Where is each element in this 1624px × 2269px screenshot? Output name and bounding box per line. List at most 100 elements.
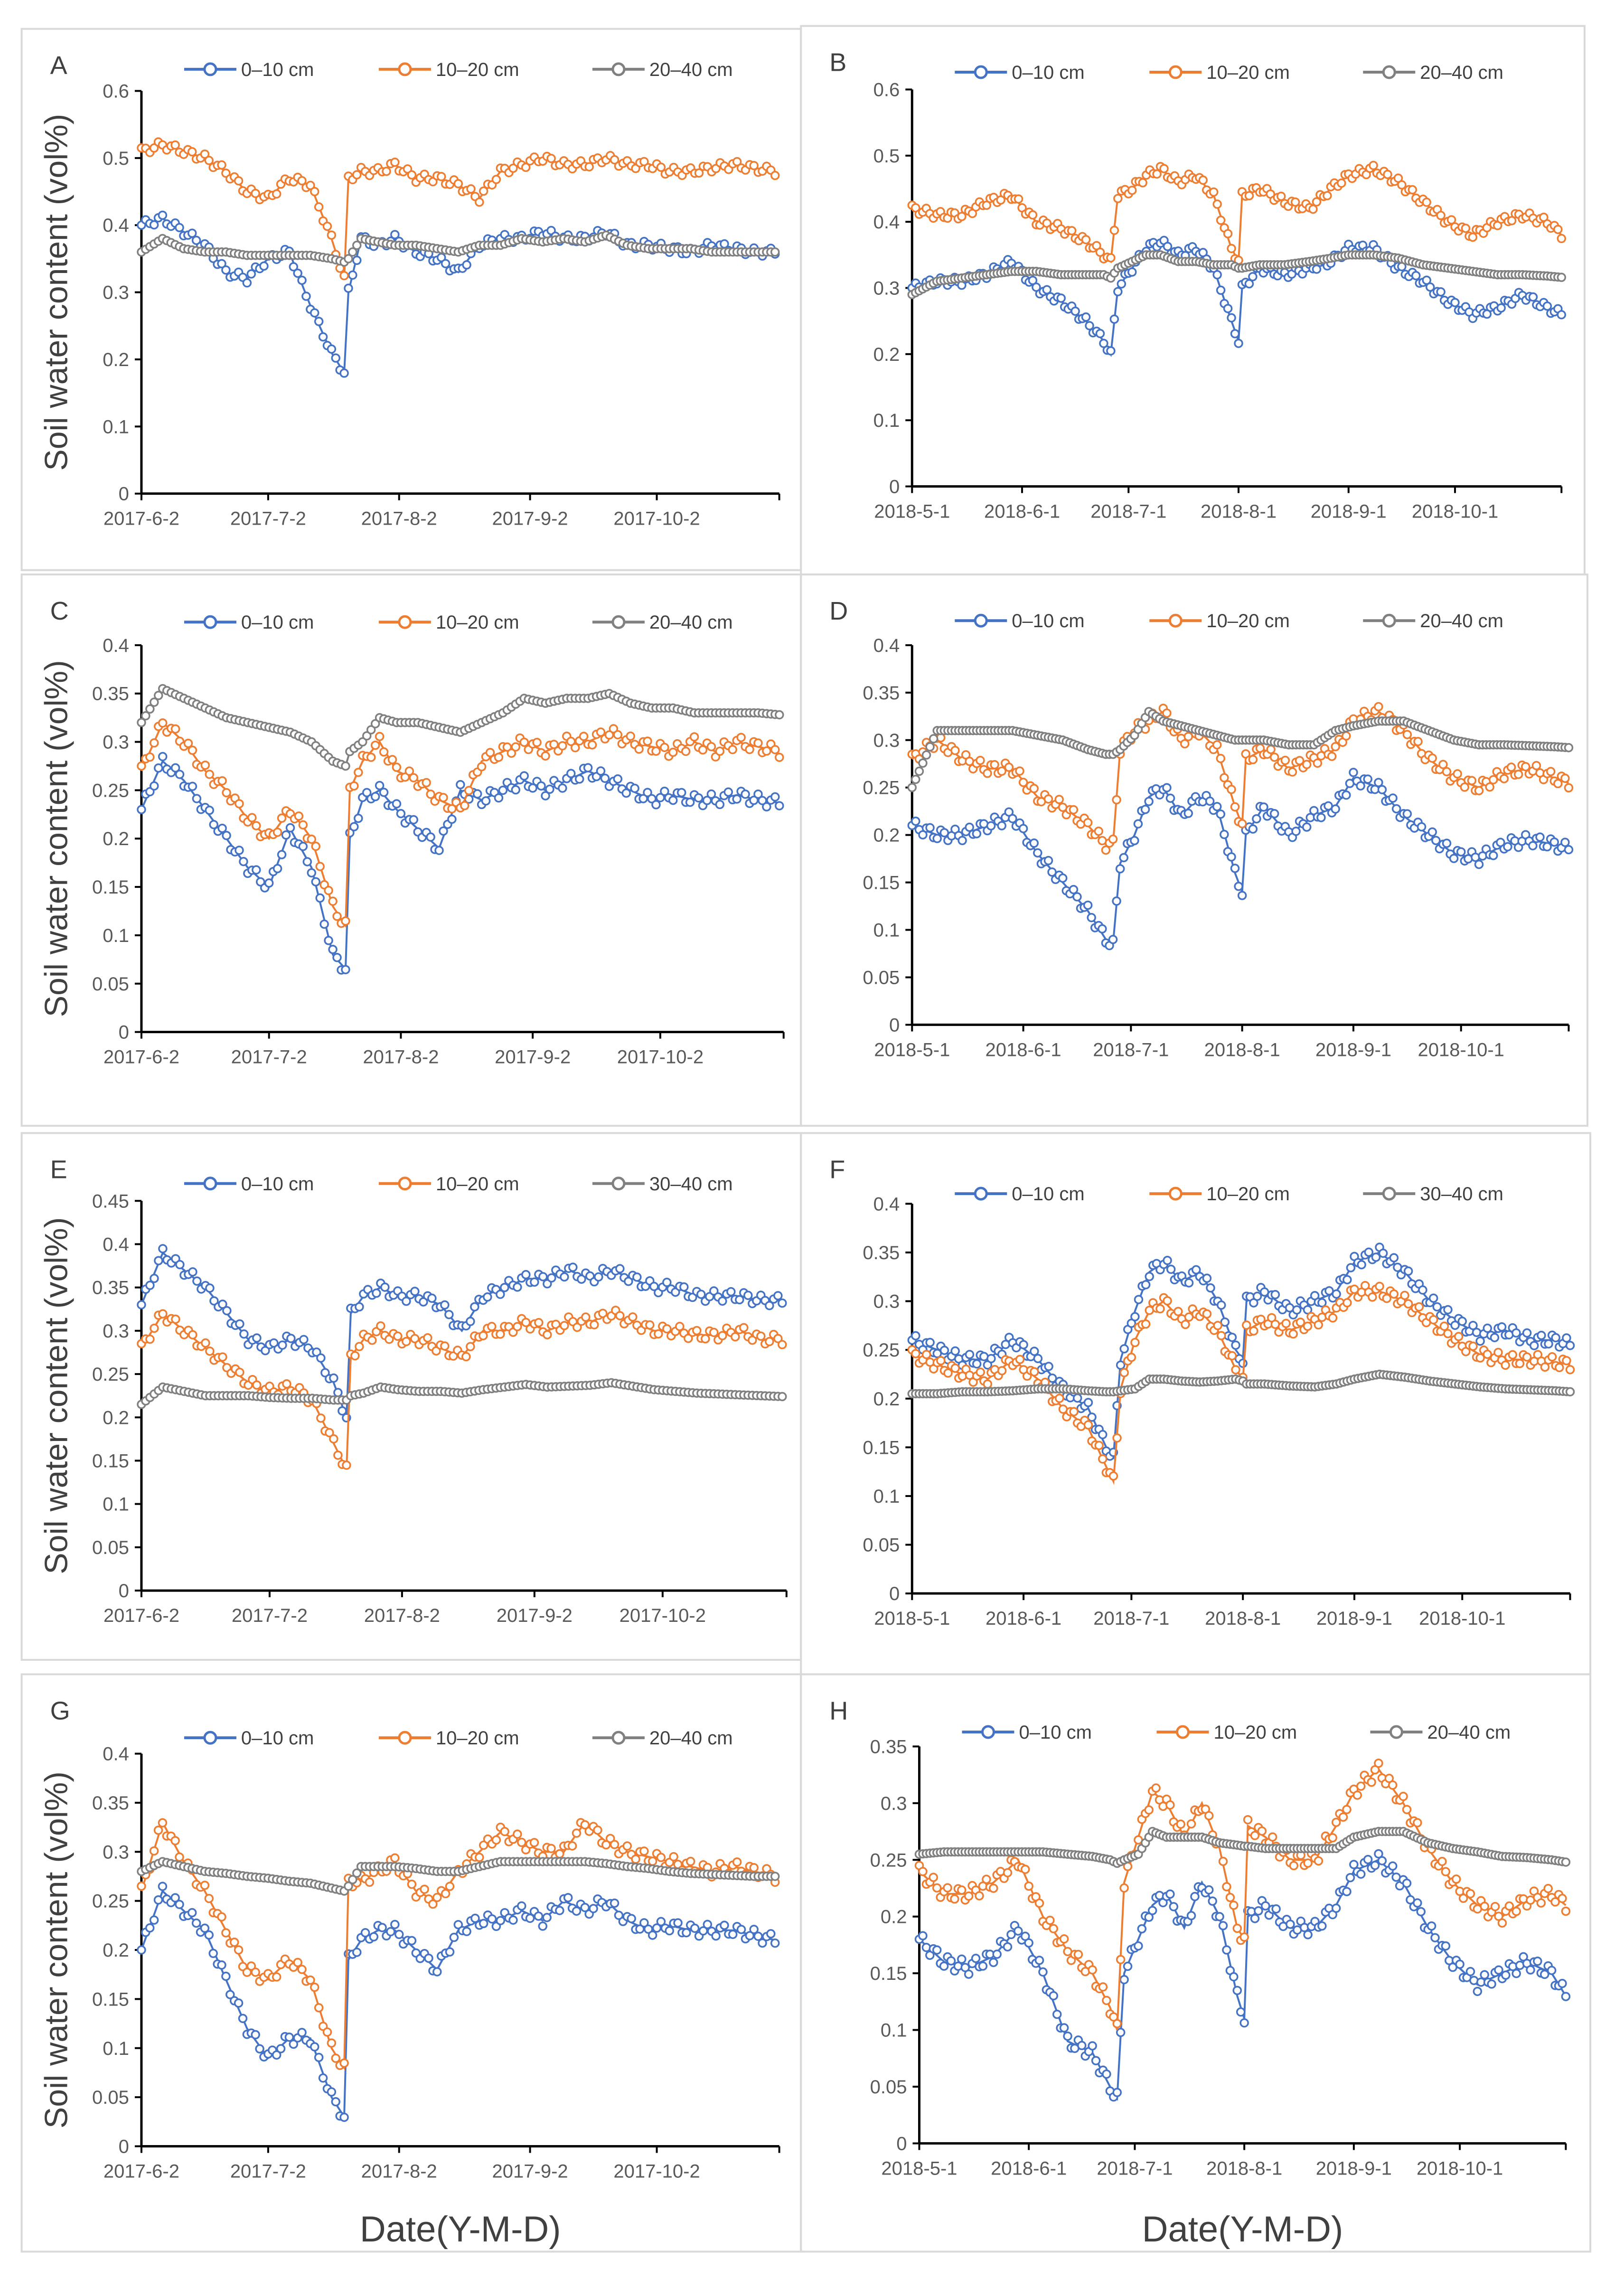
- data-point: [1342, 1887, 1352, 1896]
- data-point: [1030, 1367, 1039, 1377]
- legend-item: 0–10 cm: [962, 1722, 1092, 1743]
- data-point: [1337, 179, 1346, 188]
- data-point: [1442, 767, 1452, 777]
- data-point: [765, 1337, 774, 1346]
- data-point: [1186, 1819, 1196, 1829]
- data-point: [447, 814, 457, 824]
- data-point: [333, 1388, 343, 1397]
- data-point: [1094, 1440, 1104, 1450]
- y-tick-label: 0.05: [863, 967, 900, 988]
- data-point: [204, 1893, 214, 1903]
- data-point: [1357, 1260, 1366, 1270]
- data-point: [753, 738, 763, 748]
- legend-label: 10–20 cm: [436, 1728, 519, 1749]
- data-point: [579, 732, 589, 741]
- data-point: [1501, 1970, 1511, 1980]
- y-tick-label: 0.1: [873, 410, 900, 431]
- data-point: [1413, 1898, 1422, 1908]
- data-point: [1072, 892, 1082, 902]
- y-tick-label: 0.35: [92, 1793, 129, 1814]
- data-point: [1212, 802, 1222, 811]
- data-point: [327, 230, 337, 240]
- data-point: [1227, 784, 1236, 794]
- data-point: [679, 1282, 689, 1292]
- data-point: [1391, 804, 1401, 814]
- data-point: [692, 1326, 702, 1336]
- data-point: [1328, 1833, 1337, 1843]
- data-point: [382, 167, 391, 176]
- data-point: [1400, 1290, 1409, 1300]
- data-point: [466, 184, 476, 194]
- data-point: [1252, 814, 1261, 824]
- data-point: [487, 1322, 497, 1331]
- data-point: [434, 846, 444, 855]
- y-tick-label: 0.2: [873, 1389, 900, 1410]
- x-tick-label: 2018-9-1: [1316, 2158, 1392, 2179]
- data-point: [205, 1346, 215, 1356]
- data-point: [1389, 1289, 1399, 1299]
- legend-label: 0–10 cm: [1012, 1184, 1084, 1205]
- legend-item: 20–40 cm: [592, 612, 733, 633]
- legend-label: 30–40 cm: [1420, 1184, 1503, 1205]
- data-point: [1489, 851, 1498, 860]
- data-point: [1141, 1319, 1151, 1329]
- data-point: [1147, 1906, 1157, 1915]
- y-axis-title: Soil water content (vol%): [38, 1217, 75, 1574]
- data-point: [694, 793, 704, 803]
- data-point: [668, 747, 678, 757]
- data-point: [1504, 1901, 1514, 1911]
- legend-marker: [1168, 1186, 1183, 1201]
- data-point: [1533, 1957, 1542, 1966]
- data-point: [170, 724, 180, 734]
- data-point: [1317, 1298, 1327, 1308]
- data-point: [349, 822, 359, 831]
- data-point: [1133, 819, 1143, 829]
- data-point: [1465, 1967, 1475, 1977]
- data-point: [1204, 1811, 1214, 1820]
- data-point: [500, 1826, 509, 1836]
- data-point: [333, 1450, 343, 1460]
- legend-label: 10–20 cm: [436, 612, 519, 633]
- data-point: [318, 332, 328, 342]
- data-point: [1067, 226, 1077, 235]
- data-point: [390, 1853, 400, 1863]
- data-point: [1485, 782, 1494, 792]
- data-point: [1130, 1337, 1140, 1347]
- y-tick-label: 0.35: [870, 1736, 907, 1757]
- data-point: [479, 1331, 488, 1340]
- data-point: [513, 1829, 522, 1839]
- data-point: [1091, 2056, 1101, 2065]
- y-tick-label: 0.4: [873, 1194, 900, 1215]
- legend-marker: [974, 1186, 988, 1201]
- data-point: [354, 813, 363, 823]
- data-point: [377, 1923, 387, 1932]
- data-point: [538, 1272, 548, 1281]
- data-point: [1287, 767, 1297, 777]
- data-point: [1069, 1407, 1079, 1417]
- data-point: [1561, 1992, 1571, 2001]
- data-point: [639, 157, 649, 167]
- data-point: [1229, 1972, 1239, 1982]
- data-point: [1244, 279, 1254, 289]
- legend-label: 20–40 cm: [649, 1728, 733, 1749]
- data-point: [911, 816, 920, 826]
- data-point: [1494, 1965, 1503, 1975]
- data-point: [643, 736, 652, 746]
- data-point: [1109, 226, 1119, 235]
- data-point: [379, 788, 389, 797]
- data-point: [137, 761, 146, 771]
- data-point: [1526, 1965, 1535, 1975]
- data-point: [316, 1413, 326, 1423]
- data-point: [1222, 1882, 1231, 1892]
- data-point: [1565, 1387, 1575, 1397]
- data-point: [1083, 1398, 1093, 1407]
- data-point: [1190, 1892, 1200, 1902]
- data-point: [1499, 774, 1509, 783]
- data-point: [1377, 1856, 1387, 1865]
- data-point: [1468, 232, 1478, 242]
- data-point: [318, 2073, 328, 2083]
- data-point: [175, 770, 185, 779]
- panel-D: D 0–10 cm 10–20 cm 20–40 cm 0 0.05 0.1 0.15 0.2 0…: [800, 573, 1588, 1127]
- data-point: [770, 1938, 780, 1948]
- data-point: [423, 1333, 432, 1343]
